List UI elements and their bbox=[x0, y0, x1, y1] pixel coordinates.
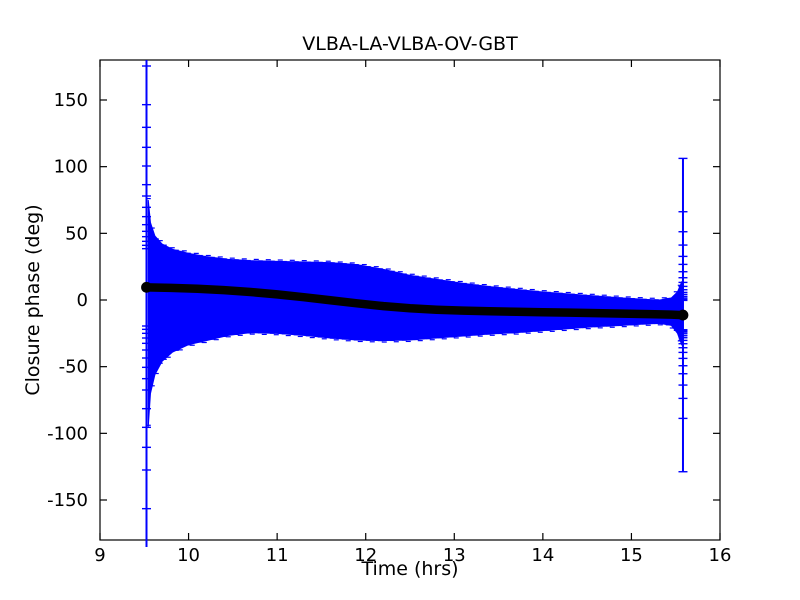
y-tick-label: -100 bbox=[47, 423, 88, 444]
y-tick-label: 100 bbox=[54, 157, 88, 178]
x-tick-label: 13 bbox=[443, 545, 466, 566]
closure-phase-endpoint-marker bbox=[141, 281, 152, 293]
center-line-layer bbox=[141, 281, 689, 321]
x-tick-label: 10 bbox=[177, 545, 200, 566]
y-tick-label: 0 bbox=[77, 290, 88, 311]
error-band-layer bbox=[145, 198, 683, 427]
x-tick-label: 16 bbox=[709, 545, 732, 566]
x-tick-label: 9 bbox=[94, 545, 105, 566]
x-tick-label: 14 bbox=[531, 545, 554, 566]
x-tick-label: 15 bbox=[620, 545, 643, 566]
y-tick-label: 150 bbox=[54, 90, 88, 111]
x-axis-label: Time (hrs) bbox=[360, 558, 458, 580]
x-tick-label: 12 bbox=[354, 545, 377, 566]
edge-errorbar-layer bbox=[142, 60, 688, 547]
closure-phase-endpoint-marker bbox=[677, 309, 689, 321]
x-tick-label: 11 bbox=[266, 545, 289, 566]
y-tick-label: -50 bbox=[59, 357, 88, 378]
chart-title: VLBA-LA-VLBA-OV-GBT bbox=[302, 33, 518, 55]
y-tick-label: -150 bbox=[47, 490, 88, 511]
y-axis-label: Closure phase (deg) bbox=[22, 204, 44, 395]
closure-phase-line bbox=[142, 283, 688, 320]
axes-layer: 9 10 11 12 13 14 15 16 -150 -100 -50 0 50 100 150 bbox=[47, 59, 732, 566]
y-tick-label: 50 bbox=[65, 223, 88, 244]
